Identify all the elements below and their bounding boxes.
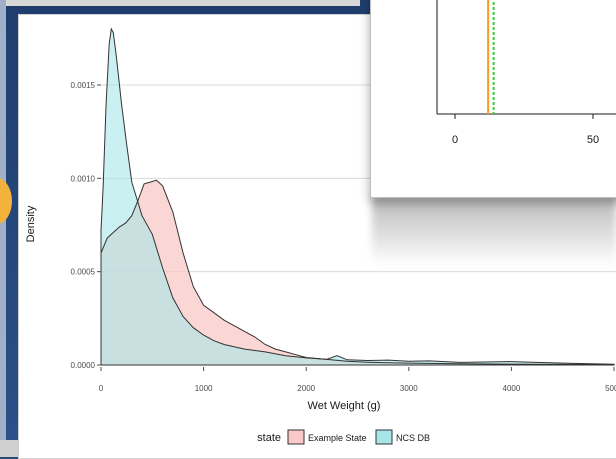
overlay-plot: 0 50 <box>436 0 616 146</box>
legend: state Example State NCS DB <box>257 429 430 445</box>
side-tab-handle[interactable] <box>0 178 12 224</box>
x-tick-label: 2000 <box>297 384 315 393</box>
legend-label-example-state: Example State <box>308 433 367 443</box>
outline-example-state <box>100 179 615 366</box>
legend-title: state <box>257 432 281 444</box>
overlay-marks: 0 50 <box>452 0 599 146</box>
y-tick-label: 0.0010 <box>71 174 96 183</box>
y-axis-title: Density <box>25 205 37 242</box>
window-top-strip <box>0 0 360 6</box>
x-axis-title: Wet Weight (g) <box>308 400 381 412</box>
x-tick-label: 1000 <box>195 384 213 393</box>
x-tick-label: 3000 <box>400 384 418 393</box>
overlay-plot-window[interactable]: 0 50 <box>370 0 616 198</box>
legend-swatch-ncs-db <box>375 429 393 445</box>
y-tick-label: 0.0015 <box>71 81 96 90</box>
area-ncs-db <box>101 29 614 365</box>
y-tick-label: 0.0005 <box>71 268 96 277</box>
overlay-x-tick-label: 50 <box>587 134 599 146</box>
x-tick-label: 5000 <box>605 384 616 393</box>
outline-ncs-db <box>100 27 615 366</box>
legend-label-ncs-db: NCS DB <box>396 433 430 443</box>
x-tick-label: 4000 <box>503 384 521 393</box>
popup-drop-shadow <box>372 196 616 266</box>
density-areas <box>100 27 615 366</box>
x-tick-label: 0 <box>99 384 104 393</box>
legend-swatch-example-state <box>287 429 305 445</box>
axes: 0.0000 0.0005 0.0010 0.0015 0 1000 2000 3000 400… <box>71 81 616 393</box>
overlay-x-tick-label: 0 <box>452 134 458 146</box>
y-tick-label: 0.0000 <box>71 361 96 370</box>
